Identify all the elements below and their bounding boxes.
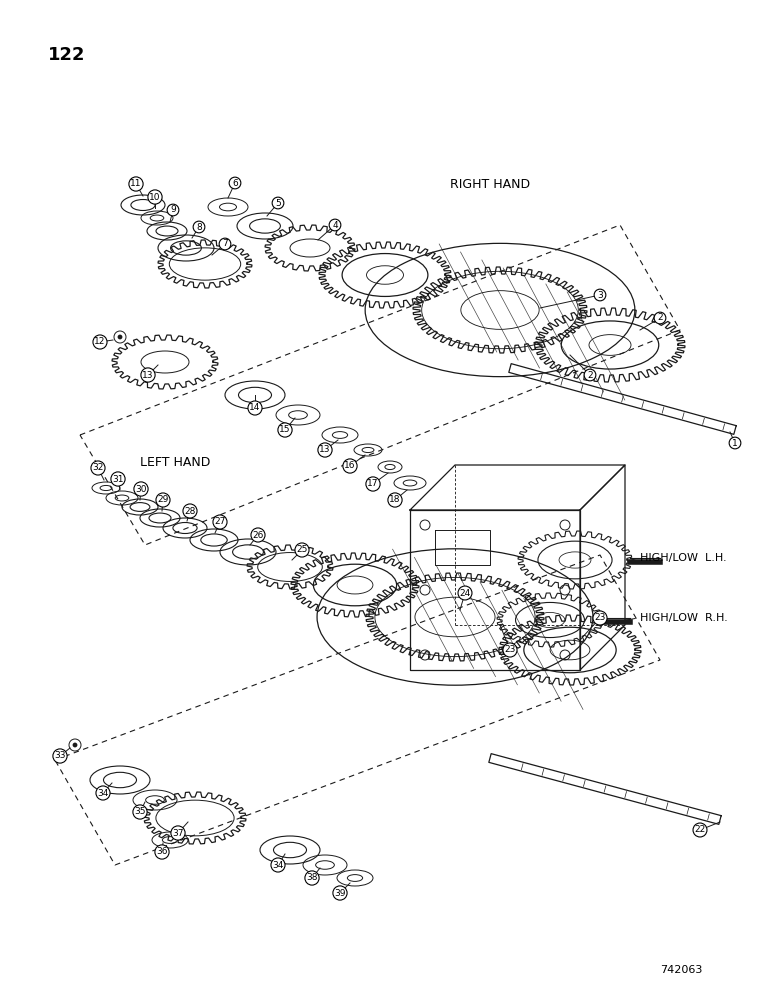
- Text: 32: 32: [92, 464, 104, 473]
- Text: 2: 2: [658, 314, 663, 322]
- Text: 14: 14: [250, 403, 261, 412]
- Text: 28: 28: [184, 506, 196, 516]
- Text: 11: 11: [130, 180, 142, 188]
- Text: 3: 3: [597, 290, 603, 300]
- Text: 742063: 742063: [660, 965, 702, 975]
- Text: 4: 4: [332, 221, 338, 230]
- Text: 36: 36: [156, 848, 168, 856]
- Text: 1: 1: [732, 438, 738, 448]
- Text: 35: 35: [134, 808, 146, 816]
- Text: 22: 22: [694, 826, 706, 834]
- Text: RIGHT HAND: RIGHT HAND: [450, 178, 530, 192]
- Text: 9: 9: [170, 206, 176, 215]
- Text: 13: 13: [319, 446, 331, 454]
- Text: 27: 27: [215, 518, 225, 526]
- Text: 23: 23: [594, 613, 606, 622]
- Text: 30: 30: [135, 485, 147, 493]
- Text: 16: 16: [344, 462, 356, 471]
- Text: 25: 25: [296, 546, 307, 554]
- Text: 34: 34: [98, 788, 108, 798]
- Text: 12: 12: [94, 338, 105, 347]
- Text: 26: 26: [252, 530, 264, 540]
- Text: 31: 31: [112, 475, 124, 484]
- Text: 33: 33: [55, 752, 66, 760]
- Text: 39: 39: [335, 888, 346, 898]
- Text: 29: 29: [158, 495, 168, 504]
- Text: 2: 2: [587, 370, 593, 379]
- Text: 37: 37: [172, 828, 184, 838]
- Text: 10: 10: [149, 192, 161, 202]
- Circle shape: [73, 743, 77, 747]
- Text: HIGH/LOW  L.H.: HIGH/LOW L.H.: [640, 553, 727, 563]
- Text: 34: 34: [272, 860, 284, 869]
- Text: 8: 8: [196, 223, 202, 232]
- Text: 23: 23: [505, 646, 516, 654]
- Text: 15: 15: [279, 426, 291, 434]
- Text: 5: 5: [275, 198, 281, 208]
- Text: 38: 38: [307, 874, 317, 882]
- Text: 6: 6: [232, 178, 238, 188]
- Text: 24: 24: [459, 588, 470, 597]
- Text: 13: 13: [142, 370, 154, 379]
- Text: 122: 122: [48, 46, 86, 64]
- Text: LEFT HAND: LEFT HAND: [140, 456, 211, 468]
- Text: 7: 7: [222, 239, 228, 248]
- Text: 17: 17: [367, 480, 379, 488]
- Text: HIGH/LOW  R.H.: HIGH/LOW R.H.: [640, 613, 728, 623]
- Text: 18: 18: [389, 495, 401, 504]
- Circle shape: [118, 335, 122, 339]
